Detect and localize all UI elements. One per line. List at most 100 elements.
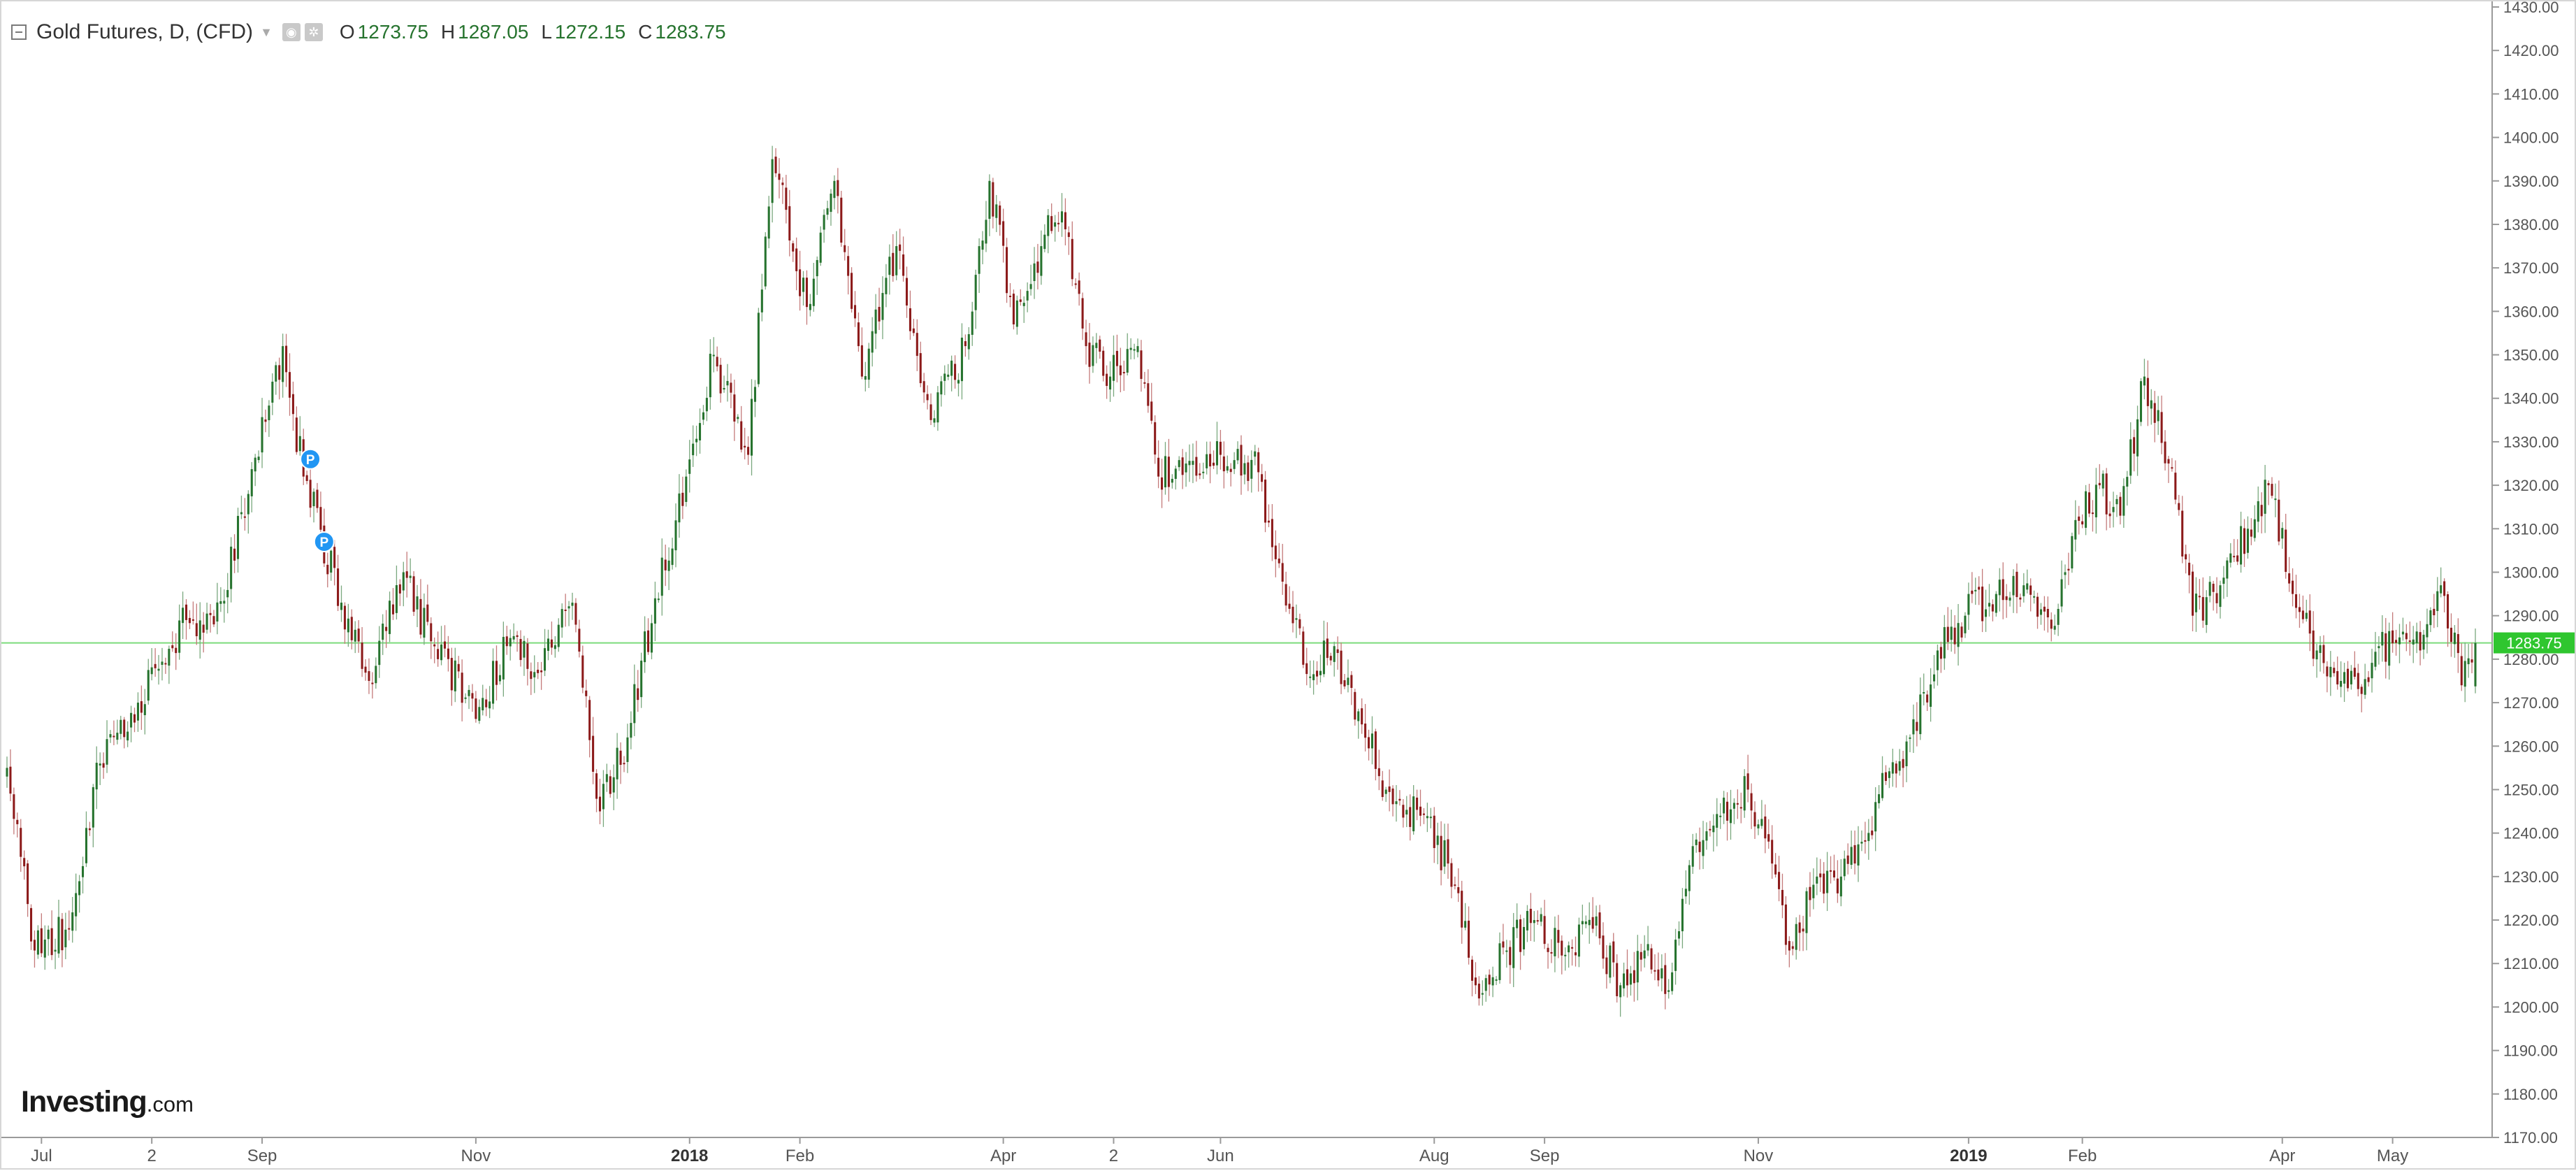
candle-body [1974,589,1977,591]
candle-body [243,516,246,518]
candle-body [1060,211,1064,223]
x-tick-label: Feb [786,1147,814,1165]
candle-body [757,312,760,385]
candle-body [2133,437,2136,454]
candle-body [695,438,698,443]
candle-body [1760,819,1763,826]
candle-body [2112,507,2115,512]
candle-body [2019,597,2022,600]
candle-body [1106,373,1108,387]
candle-body [1995,594,1997,613]
y-tick-label: 1200.00 [2503,998,2559,1016]
candle-body [1409,807,1412,827]
candle-body [1181,457,1184,475]
candle-body [88,828,91,831]
candle-body [1702,840,1705,856]
candle-body [1019,299,1022,302]
x-tick-label: Jun [1207,1147,1234,1165]
candle-body [833,180,836,199]
candle-body [2091,512,2094,515]
y-tick-label: 1320.00 [2503,477,2559,494]
candle-body [1219,441,1222,455]
collapse-icon[interactable] [11,24,27,40]
candle-body [2333,668,2336,673]
candle-body [1809,886,1811,900]
candle-body [95,763,98,790]
candle-body [1161,477,1164,490]
candle-body [2415,631,2418,644]
candle-body [254,457,256,472]
candle-body [2278,499,2280,542]
candle-body [285,345,288,373]
candle-body [136,703,139,721]
instrument-title[interactable]: Gold Futures, D, (CFD) [36,20,254,43]
candle-body [16,819,19,824]
candle-body [1547,947,1549,952]
y-tick-label: 1220.00 [2503,912,2559,929]
candle-body [767,206,770,239]
candle-body [2181,510,2184,557]
candle-body [1522,926,1526,949]
candle-body [1285,584,1287,606]
candle-body [71,912,74,931]
candle-body [809,303,811,310]
candle-body [1484,978,1487,991]
candle-body [464,697,467,699]
chevron-down-icon[interactable]: ▼ [260,24,273,39]
candle-body [1388,786,1391,792]
candle-body [1598,912,1601,939]
candle-body [2422,634,2425,650]
candle-body [1509,947,1512,965]
candle-body [957,380,960,384]
candle-body [343,605,346,630]
candle-body [1433,815,1435,849]
candle-body [168,649,171,666]
candle-body [212,616,215,625]
candle-body [1529,908,1532,924]
candle-body [184,604,188,620]
candle-body [2029,585,2032,595]
candle-body [1716,814,1718,828]
candle-body [844,245,846,252]
candle-body [674,520,677,551]
event-marker-icon [313,531,335,552]
candle-body [409,575,412,578]
candle-body [1222,456,1225,472]
candle-body [1171,478,1173,483]
candle-body [81,865,85,877]
candle-body [1250,459,1253,479]
eye-icon[interactable]: ◉ [282,23,301,41]
candle-body [1939,647,1942,659]
candle-body [147,670,150,701]
candle-body [126,731,129,741]
candle-body [2388,631,2391,666]
candle-body [692,443,695,456]
candle-body [2447,594,2450,628]
candle-body [2115,498,2118,505]
candle-body [1626,969,1629,986]
candle-body [553,645,556,649]
candle-body [2292,580,2294,594]
candle-body [1229,468,1232,473]
candle-body [1298,619,1301,628]
candle-body [1140,350,1143,379]
candle-body [1502,941,1505,948]
candle-body [1167,457,1170,487]
candle-body [2194,594,2197,612]
candle-body [1405,810,1408,815]
gear-icon[interactable]: ✲ [304,23,323,41]
current-price-tag [2494,632,2575,654]
candle-body [1057,222,1060,224]
candle-body [2164,441,2166,464]
candle-body [1564,954,1567,956]
candle-body [1950,626,1953,640]
candle-body [1185,464,1187,473]
y-tick-label: 1340.00 [2503,390,2559,408]
candle-body [823,215,825,230]
candle-body [1857,844,1860,866]
candle-body [1736,803,1739,805]
candle-body [1991,604,1994,612]
candle-body [1654,970,1656,972]
candle-body [1688,865,1691,891]
